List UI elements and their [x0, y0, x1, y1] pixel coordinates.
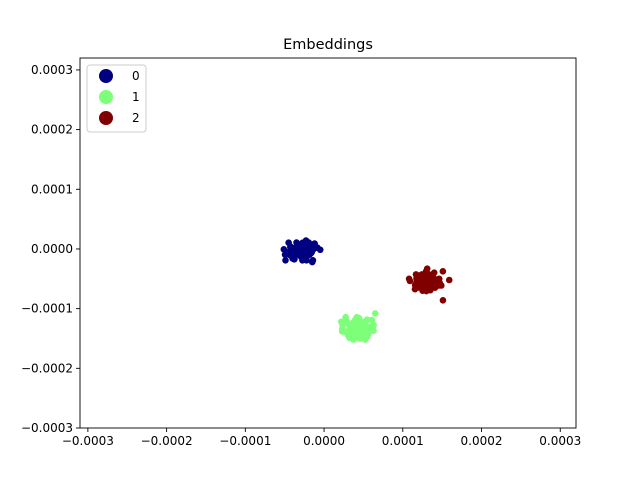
x-axis-ticks: −0.0003 −0.0002 −0.0001 0.0000 0.0001 0.0002 0… [62, 428, 581, 448]
y-tick-label: 0.0002 [31, 123, 73, 137]
data-point [425, 271, 432, 279]
legend-marker-2 [99, 111, 113, 125]
x-tick-label: 0.0003 [539, 434, 581, 448]
data-point [308, 258, 316, 266]
data-point [290, 256, 298, 263]
data-point [424, 279, 431, 287]
y-tick-label: 0.0003 [31, 63, 73, 77]
points-layer [280, 237, 453, 343]
series-1 [338, 310, 379, 343]
x-tick-label: 0.0000 [303, 434, 345, 448]
data-point [371, 310, 379, 317]
y-tick-label: −0.0003 [21, 421, 73, 435]
data-point [301, 252, 308, 259]
data-point [285, 239, 292, 246]
data-point [370, 327, 377, 334]
data-point [438, 282, 445, 289]
series-2 [405, 265, 453, 304]
y-axis-ticks: −0.0003 −0.0002 −0.0001 0.0000 0.0001 0.0002 0… [21, 63, 80, 435]
data-point [282, 248, 290, 256]
data-point [364, 333, 371, 340]
legend-marker-1 [99, 90, 113, 104]
data-point [294, 246, 302, 253]
x-tick-label: −0.0002 [141, 434, 193, 448]
x-tick-label: −0.0001 [219, 434, 271, 448]
data-point [370, 321, 377, 328]
axes-frame [79, 57, 577, 429]
legend: 0 1 2 [86, 64, 147, 133]
data-point [338, 318, 345, 326]
data-point [346, 322, 354, 330]
data-point [354, 325, 362, 333]
data-point [342, 313, 349, 321]
data-point [439, 268, 447, 275]
legend-label-0: 0 [132, 69, 140, 83]
data-point [311, 240, 318, 247]
data-point [405, 275, 413, 283]
data-point [418, 278, 425, 285]
chart-title: Embeddings [283, 37, 373, 53]
x-tick-label: 0.0002 [461, 434, 503, 448]
y-tick-label: −0.0001 [21, 302, 73, 316]
data-point [307, 250, 315, 257]
y-tick-label: 0.0000 [31, 242, 73, 256]
data-point [364, 325, 372, 332]
data-point [345, 333, 353, 341]
legend-marker-0 [99, 69, 113, 83]
y-tick-label: 0.0001 [31, 182, 73, 196]
data-point [339, 327, 346, 335]
data-point [352, 318, 360, 325]
data-point [439, 296, 447, 304]
series-0 [280, 237, 324, 266]
data-point [431, 276, 438, 284]
y-tick-label: −0.0002 [21, 361, 73, 375]
legend-label-2: 2 [132, 111, 140, 125]
data-point [282, 257, 289, 264]
data-point [303, 238, 310, 245]
data-point [423, 265, 431, 272]
x-tick-label: 0.0001 [382, 434, 424, 448]
legend-label-1: 1 [132, 90, 140, 104]
data-point [445, 276, 453, 284]
data-point [427, 286, 434, 294]
data-point [357, 332, 364, 339]
x-tick-label: −0.0003 [62, 434, 114, 448]
